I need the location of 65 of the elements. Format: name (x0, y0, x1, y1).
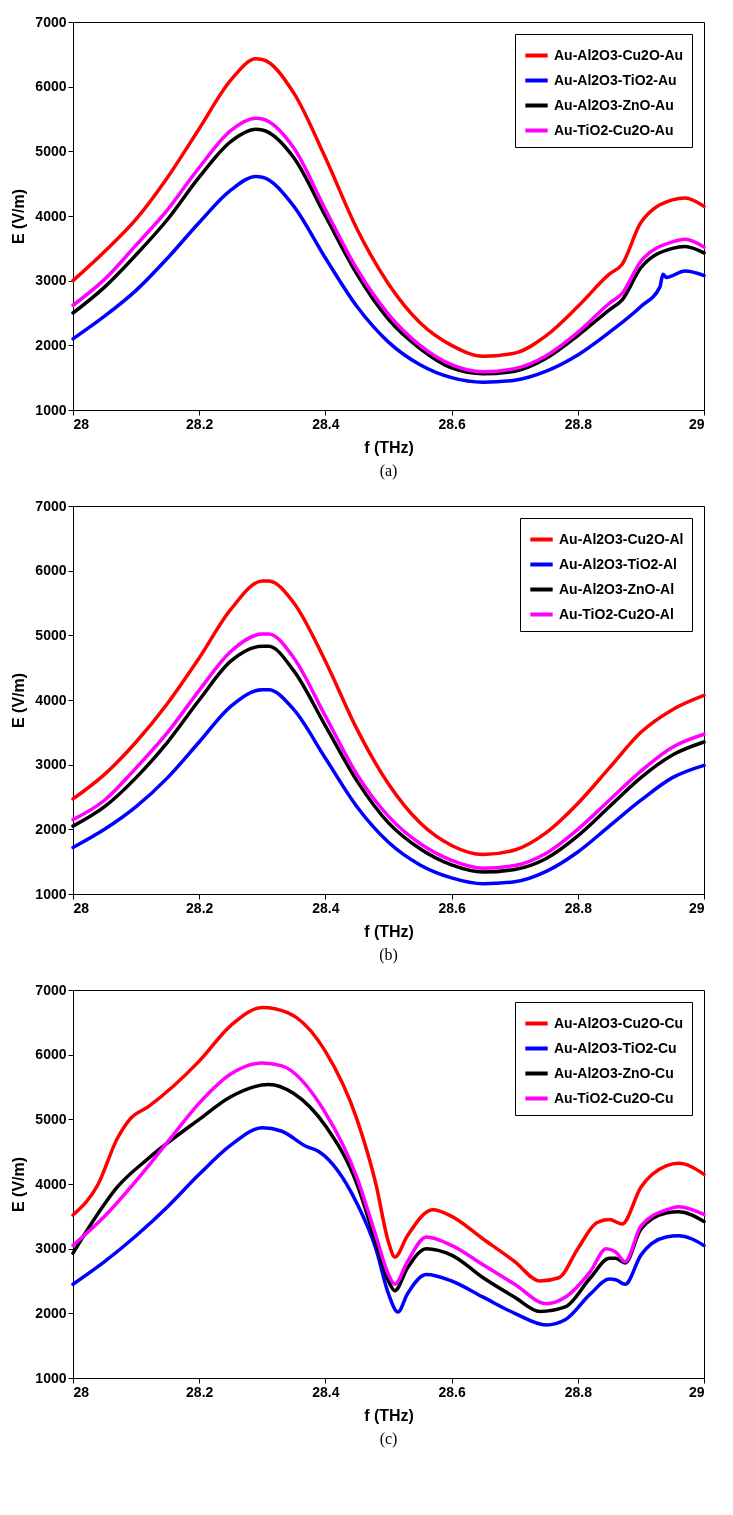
y-tick-label: 2000 (35, 336, 67, 353)
y-tick-label: 3000 (35, 1240, 67, 1257)
y-axis-title: E (V/m) (10, 672, 28, 729)
y-tick-label: 5000 (35, 1110, 67, 1127)
x-tick-label: 28.6 (438, 1383, 466, 1400)
x-tick-label: 28.8 (564, 1383, 593, 1400)
x-axis-title: f (THz) (364, 438, 414, 456)
y-tick-label: 1000 (35, 1369, 67, 1386)
y-tick-label: 4000 (35, 1175, 67, 1192)
x-tick-label: 28.8 (564, 415, 593, 432)
line-series (71, 579, 706, 857)
text: (a) (379, 462, 398, 480)
legend-label: Au-Al2O3-Cu2O-Au (554, 46, 684, 63)
y-tick-label: 2000 (35, 820, 67, 837)
x-tick-label: 28.6 (438, 415, 466, 432)
x-tick-label: 28.4 (312, 899, 340, 916)
legend-label: Au-TiO2-Cu2O-Cu (554, 1089, 674, 1106)
legend-label: Au-Al2O3-ZnO-Al (559, 580, 675, 597)
x-tick-label: 29 (688, 899, 705, 916)
line-series (71, 174, 706, 384)
x-tick-label: 28 (73, 1383, 90, 1400)
line-series (71, 687, 706, 886)
y-tick-label: 3000 (35, 756, 67, 773)
legend-label: Au-TiO2-Cu2O-Al (559, 605, 674, 622)
x-tick-label: 28.2 (186, 899, 214, 916)
y-axis-title: E (V/m) (10, 188, 28, 245)
y-tick-label: 6000 (35, 78, 67, 95)
line-series (71, 1005, 706, 1283)
y-tick-label: 6000 (35, 562, 67, 579)
x-tick-label: 28.2 (186, 415, 214, 432)
x-tick-label: 28 (73, 415, 90, 432)
x-tick-label: 28.6 (438, 899, 466, 916)
y-axis-title: E (V/m) (10, 1156, 28, 1213)
legend-label: Au-Al2O3-Cu2O-Cu (554, 1014, 684, 1031)
legend-label: Au-Al2O3-ZnO-Cu (554, 1064, 674, 1081)
x-tick-label: 28.4 (312, 1383, 340, 1400)
y-tick-label: 7000 (35, 13, 67, 30)
x-tick-label: 29 (688, 1383, 705, 1400)
y-tick-label: 7000 (35, 981, 67, 998)
y-tick-label: 5000 (35, 142, 67, 159)
legend-label: Au-Al2O3-TiO2-Al (559, 555, 677, 572)
y-tick-label: 5000 (35, 626, 67, 643)
y-tick-label: 7000 (35, 497, 67, 514)
x-tick-label: 29 (688, 415, 705, 432)
x-tick-label: 28.8 (564, 899, 593, 916)
y-tick-label: 3000 (35, 272, 67, 289)
x-tick-label: 28 (73, 899, 90, 916)
x-axis-title: f (THz) (364, 922, 414, 940)
y-tick-label: 4000 (35, 691, 67, 708)
legend-label: Au-Al2O3-TiO2-Cu (554, 1039, 677, 1056)
line-series (71, 1125, 706, 1327)
legend-label: Au-Al2O3-ZnO-Au (554, 96, 674, 113)
y-tick-label: 2000 (35, 1304, 67, 1321)
text: (c) (379, 1430, 398, 1448)
y-tick-label: 4000 (35, 207, 67, 224)
text: (b) (379, 946, 398, 964)
legend-label: Au-TiO2-Cu2O-Au (554, 121, 674, 138)
legend-label: Au-Al2O3-TiO2-Au (554, 71, 677, 88)
y-tick-label: 1000 (35, 885, 67, 902)
x-tick-label: 28.4 (312, 415, 340, 432)
legend-label: Au-Al2O3-Cu2O-Al (559, 530, 684, 547)
x-tick-label: 28.2 (186, 1383, 214, 1400)
y-tick-label: 6000 (35, 1046, 67, 1063)
x-axis-title: f (THz) (364, 1406, 414, 1424)
y-tick-label: 1000 (35, 401, 67, 418)
